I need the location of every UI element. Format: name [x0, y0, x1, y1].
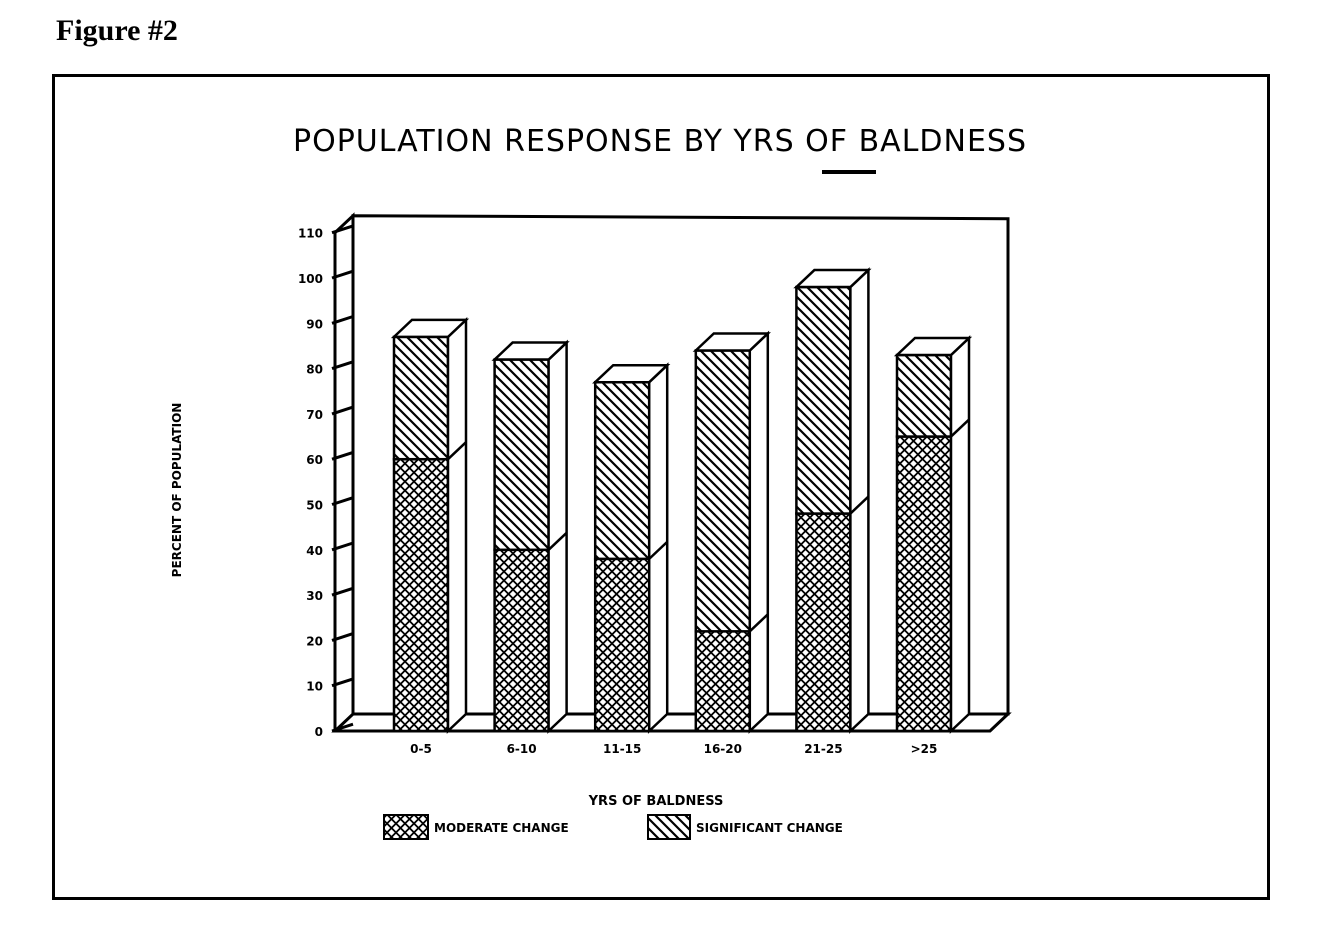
y-tick-mark [331, 405, 354, 416]
x-tick-label: 6-10 [507, 742, 537, 756]
bar-side [446, 316, 468, 734]
bar-top [592, 363, 671, 384]
left-wall [333, 212, 355, 731]
y-tick-mark [331, 586, 354, 597]
bar-top [893, 336, 973, 357]
bar-significant [694, 349, 752, 633]
y-axis-label: PERCENT OF POPULATION [170, 403, 184, 578]
y-tick-label: 100 [298, 272, 323, 286]
bar-moderate [895, 435, 953, 733]
chart-frame [52, 74, 1270, 900]
y-tick-label: 60 [306, 453, 323, 467]
x-ticks: 0-5 6-10 11-15 16-20 21-25 >25 [410, 742, 937, 756]
bar-top [692, 332, 771, 352]
bar-seam [849, 495, 870, 515]
y-tick-mark [331, 541, 354, 552]
bar-moderate [493, 548, 550, 733]
bar-moderate [392, 457, 450, 733]
bar-side [647, 362, 669, 734]
legend-swatch-moderate [383, 814, 429, 840]
y-tick-label: 30 [306, 589, 323, 603]
y-tick-label: 50 [306, 499, 323, 513]
y-tick-mark [331, 450, 354, 461]
y-tick-mark [331, 632, 354, 642]
legend-label-significant: SIGNIFICANT CHANGE [696, 821, 843, 835]
x-tick-label: 11-15 [603, 742, 641, 756]
y-tick-mark [331, 224, 354, 235]
x-axis-label: YRS OF BALDNESS [588, 794, 724, 809]
bar-top [390, 318, 470, 339]
bar-side [748, 330, 770, 734]
bar-seam [547, 531, 568, 551]
y-tick-label: 0 [315, 725, 323, 739]
legend-swatch-significant [647, 814, 691, 840]
bar-moderate [795, 512, 852, 733]
y-tick-mark [331, 269, 354, 280]
legend: MODERATE CHANGE SIGNIFICANT CHANGE [383, 814, 843, 840]
x-tick-label: 16-20 [704, 742, 742, 756]
y-tick-mark [331, 496, 354, 506]
bar-side [949, 335, 971, 734]
bar-significant [392, 335, 450, 461]
bar-significant [795, 285, 852, 515]
y-tick-mark [331, 315, 354, 325]
bar-seam [447, 441, 467, 461]
x-tick-label: >25 [911, 742, 938, 756]
y-tick-label: 40 [306, 544, 323, 558]
chart-title: POPULATION RESPONSE BY YRS OF BALDNESS [293, 124, 1027, 159]
bars [390, 267, 973, 734]
figure-label: Figure #2 [56, 14, 178, 47]
bar-top [793, 268, 872, 289]
bar-significant [895, 353, 953, 438]
y-tick-label: 10 [306, 680, 323, 694]
x-tick-label: 0-5 [410, 742, 432, 756]
y-tick-mark [331, 677, 354, 688]
bar-moderate [694, 630, 752, 733]
y-tick-mark [331, 722, 354, 733]
y-ticks: 0 10 20 30 40 50 60 70 80 90 100 110 [298, 224, 354, 739]
y-tick-label: 20 [306, 634, 323, 648]
y-tick-mark [331, 360, 354, 371]
legend-label-moderate: MODERATE CHANGE [434, 821, 569, 835]
bar-top [491, 341, 570, 361]
x-tick-label: 21-25 [804, 742, 842, 756]
bar-significant [493, 358, 550, 552]
y-tick-label: 110 [298, 227, 323, 241]
bar-seam [648, 540, 669, 560]
bar-seam [748, 613, 769, 633]
y-tick-label: 90 [306, 317, 323, 331]
bar-moderate [593, 557, 651, 733]
title-underline [822, 170, 876, 174]
bar-seam [950, 418, 970, 438]
bar-significant [593, 380, 651, 561]
y-tick-label: 80 [306, 363, 323, 377]
y-tick-label: 70 [306, 408, 323, 422]
